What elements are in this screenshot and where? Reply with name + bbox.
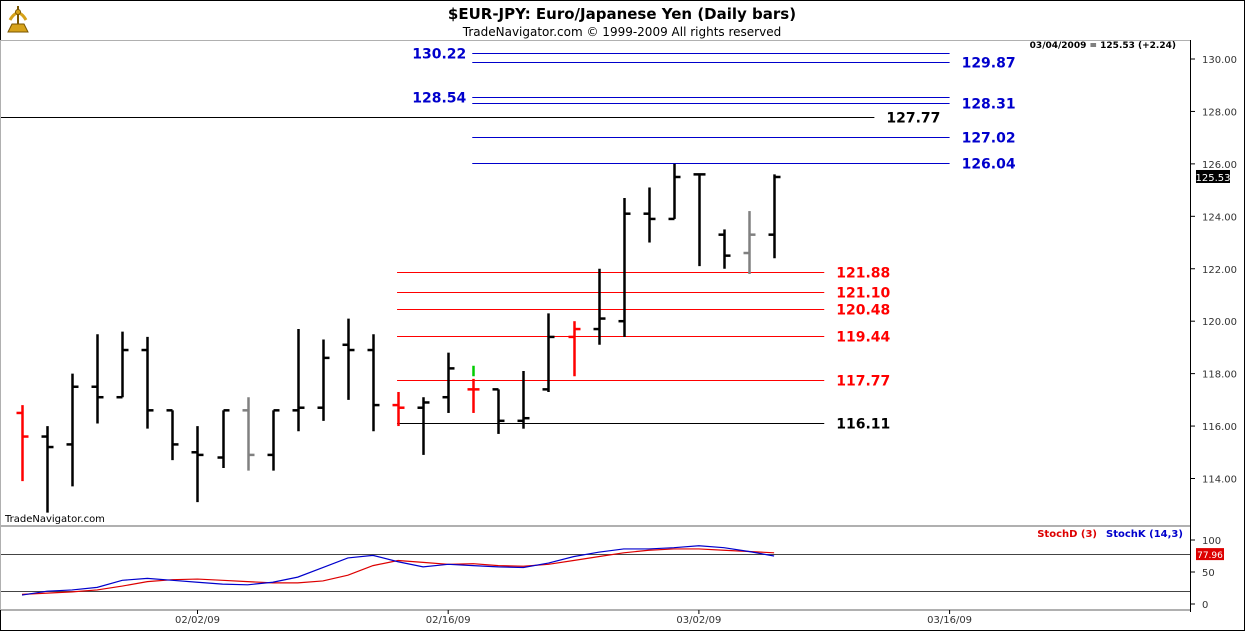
copyright-text: TradeNavigator.com © 1999-2009 All right… bbox=[462, 25, 781, 39]
price-tick-label: 122.00 bbox=[1202, 265, 1237, 276]
date-tick-label: 03/02/09 bbox=[676, 615, 721, 626]
price-tick-label: 130.00 bbox=[1202, 55, 1237, 66]
last-price-label: 125.53 bbox=[1196, 173, 1231, 184]
fibonacci-levels: 129.87 128.31 127.02 126.04 130.22 128.54 127.… bbox=[1, 47, 1016, 433]
level-label: 129.87 bbox=[962, 56, 1016, 72]
stochastic-plot: 100 50 0 bbox=[1, 536, 1221, 611]
date-axis: 02/02/09 02/16/09 03/02/09 03/16/09 bbox=[1, 610, 1190, 626]
level-label: 126.04 bbox=[962, 157, 1016, 173]
stoch-value-label: 77.96 bbox=[1197, 551, 1223, 561]
level-label: 120.48 bbox=[836, 303, 890, 319]
date-tick-label: 02/02/09 bbox=[175, 615, 220, 626]
price-tick-label: 116.00 bbox=[1202, 422, 1237, 433]
stoch-value-flag bbox=[1196, 548, 1224, 561]
level-label: 128.31 bbox=[962, 97, 1016, 113]
trade-navigator-logo-icon[interactable] bbox=[7, 6, 29, 33]
level-label: 127.77 bbox=[886, 111, 940, 127]
stoch-tick-label: 50 bbox=[1202, 568, 1215, 579]
price-axis: 130.00 128.00 126.00 124.00 122.00 120.00 118.… bbox=[1190, 55, 1237, 486]
stoch-d-legend: StochD (3) bbox=[1037, 529, 1097, 540]
chart-title: $EUR-JPY: Euro/Japanese Yen (Daily bars) bbox=[448, 5, 796, 23]
level-label: 121.10 bbox=[836, 286, 890, 302]
price-tick-label: 124.00 bbox=[1202, 212, 1237, 223]
stoch-k-legend: StochK (14,3) bbox=[1106, 529, 1183, 540]
date-tick-label: 03/16/09 bbox=[927, 615, 972, 626]
level-label: 128.54 bbox=[412, 91, 466, 107]
quote-readout: 03/04/2009 = 125.53 (+2.24) bbox=[1030, 41, 1176, 51]
level-label: 130.22 bbox=[412, 47, 466, 63]
last-price-flag bbox=[1196, 169, 1230, 183]
date-tick-label: 02/16/09 bbox=[426, 615, 471, 626]
level-label: 117.77 bbox=[836, 374, 890, 390]
price-bars bbox=[16, 163, 781, 513]
price-tick-label: 114.00 bbox=[1202, 475, 1237, 486]
level-label: 119.44 bbox=[836, 330, 890, 346]
level-label: 116.11 bbox=[836, 417, 890, 433]
stoch-tick-label: 0 bbox=[1202, 600, 1208, 611]
price-tick-label: 120.00 bbox=[1202, 317, 1237, 328]
stoch-line bbox=[21, 545, 775, 596]
price-tick-label: 118.00 bbox=[1202, 370, 1237, 381]
level-label: 121.88 bbox=[836, 266, 890, 282]
level-label: 127.02 bbox=[962, 131, 1016, 147]
watermark-text: TradeNavigator.com bbox=[4, 514, 105, 525]
price-tick-label: 126.00 bbox=[1202, 160, 1237, 171]
stoch-tick-label: 100 bbox=[1202, 536, 1221, 547]
price-tick-label: 128.00 bbox=[1202, 107, 1237, 118]
stoch-line bbox=[21, 548, 775, 595]
